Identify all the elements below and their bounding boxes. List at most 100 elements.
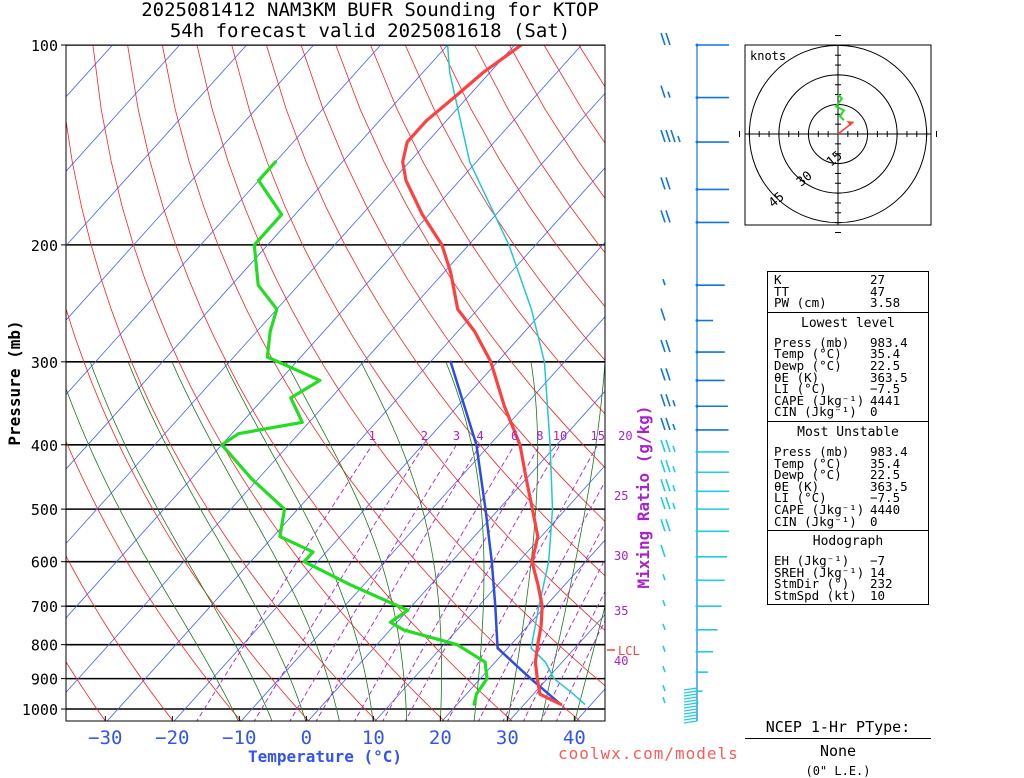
- wind-barb: [663, 666, 708, 674]
- wind-barb-lowlevel: [684, 709, 697, 711]
- hodograph-unit-label: knots: [750, 49, 786, 63]
- mixing-ratio-tick-label: 15: [591, 429, 605, 443]
- isotherm: [0, 45, 582, 723]
- wind-barb-half: [673, 503, 675, 509]
- wind-barb-half: [663, 624, 665, 630]
- moist-adiabat: [507, 362, 537, 723]
- isotherm: [38, 45, 648, 723]
- wind-barb-dot: [696, 605, 699, 608]
- pressure-axis-title: Pressure (mb): [5, 320, 24, 445]
- wind-barb-flag: [661, 497, 665, 509]
- pressure-tick-label: 800: [31, 637, 58, 655]
- moist-adiabat: [446, 362, 484, 723]
- wind-barb-flag: [661, 394, 665, 406]
- wind-barb-flag: [661, 309, 665, 321]
- wind-barb-flag: [666, 177, 670, 189]
- index-row: PW (cm) 3.58: [768, 297, 928, 309]
- dry-adiabat: [961, 45, 1024, 723]
- wind-barb: [661, 368, 725, 382]
- wind-barb-dot: [696, 490, 699, 493]
- wind-barb: [661, 210, 729, 224]
- virtual-temperature-curve: [448, 45, 585, 704]
- ptype-value: None: [745, 739, 931, 760]
- mixing-ratio-side-label: 35: [614, 604, 628, 618]
- chart-title: 2025081412 NAM3KM BUFR Sounding for KTOP: [60, 0, 680, 20]
- wind-barb-flag: [666, 368, 670, 380]
- index-key: StmSpd (kt): [774, 590, 857, 602]
- index-value: 4441: [870, 395, 922, 407]
- hodograph-header: Hodograph: [768, 530, 928, 553]
- wind-barb-dot: [696, 530, 699, 533]
- wind-barb-flag: [666, 440, 670, 452]
- moist-adiabat: [361, 362, 442, 723]
- wind-barb: [663, 574, 725, 582]
- pressure-tick-label: 100: [31, 37, 58, 55]
- wind-barb: [661, 309, 713, 323]
- wind-barb-lowlevel: [684, 712, 697, 714]
- wind-barb-flag: [661, 368, 665, 380]
- moist-adiabat: [286, 362, 407, 723]
- index-value: 3.58: [870, 297, 922, 309]
- wind-barb-dot: [696, 405, 699, 408]
- index-row: StmSpd (kt) 10: [768, 590, 928, 602]
- wind-barb: [661, 130, 729, 144]
- index-key: CIN (Jkg⁻¹): [774, 516, 857, 528]
- wind-barb-half: [673, 466, 675, 472]
- mixing-ratio-side-label: 25: [614, 489, 628, 503]
- wind-barb-dot: [696, 450, 699, 453]
- dry-adiabat: [24, 45, 311, 723]
- wind-barb-dot: [696, 650, 699, 653]
- index-key: PW (cm): [774, 297, 827, 309]
- wind-barb: [661, 460, 729, 474]
- chart-subtitle: 54h forecast valid 2025081618 (Sat): [60, 21, 680, 41]
- mixing-ratio-line: [315, 445, 480, 723]
- temperature-axis-title: Temperature (°C): [248, 747, 402, 766]
- ptype-title: NCEP 1-Hr PType:: [745, 718, 931, 739]
- wind-barb-lowlevel: [684, 706, 697, 708]
- wind-barb-lowlevel: [684, 691, 697, 693]
- wind-barb-lowlevel: [684, 721, 697, 723]
- wind-barb-half: [678, 136, 680, 142]
- ptype-snow: (0" L.E.): [745, 760, 931, 778]
- index-value: 10: [870, 590, 922, 602]
- pressure-tick-label: 200: [31, 237, 58, 255]
- wind-barb: [663, 279, 725, 287]
- wind-barb-flag: [661, 130, 665, 142]
- wind-barb: [661, 479, 729, 493]
- wind-barb-flag: [666, 394, 670, 406]
- temperature-tick-label: 20: [429, 727, 452, 749]
- wind-barb-flag: [661, 86, 665, 98]
- index-value: 4440: [870, 504, 922, 516]
- wind-barb-dot: [696, 579, 699, 582]
- wind-barb: [661, 418, 729, 432]
- lowest-level-header: Lowest level: [768, 312, 928, 335]
- pressure-tick-label: 500: [31, 501, 58, 519]
- most-unstable-header: Most Unstable: [768, 421, 928, 444]
- wind-barb-flag: [666, 130, 670, 142]
- wind-barb-flag: [661, 479, 665, 491]
- wind-barb-lowlevel: [684, 694, 697, 696]
- wind-barb-flag: [666, 497, 670, 509]
- wind-barb-dot: [696, 96, 699, 99]
- wind-barb: [663, 646, 713, 654]
- wind-barb: [661, 497, 729, 511]
- ptype-panel: NCEP 1-Hr PType: None (0" L.E.): [745, 718, 931, 778]
- wind-barb-lowlevel: [684, 688, 697, 690]
- wind-barb-dot: [696, 141, 699, 144]
- index-row: CIN (Jkg⁻¹)0: [768, 406, 928, 418]
- wind-barb-dot: [696, 508, 699, 511]
- wind-barb-flag: [661, 177, 665, 189]
- wind-barb-half: [663, 666, 665, 672]
- wind-barb-flag: [661, 519, 665, 531]
- credit-link[interactable]: coolwx.com/models: [558, 744, 739, 763]
- dewpoint-curve: [222, 162, 487, 704]
- temperature-tick-label: −30: [88, 727, 122, 749]
- wind-barb-dot: [696, 628, 699, 631]
- wind-barb-flag: [671, 130, 675, 142]
- wind-barb: [661, 86, 729, 100]
- dry-adiabat: [440, 45, 1024, 723]
- isotherm: [0, 45, 180, 723]
- mixing-ratio-tick-label: 8: [536, 429, 543, 443]
- wind-barb-flag: [666, 519, 670, 531]
